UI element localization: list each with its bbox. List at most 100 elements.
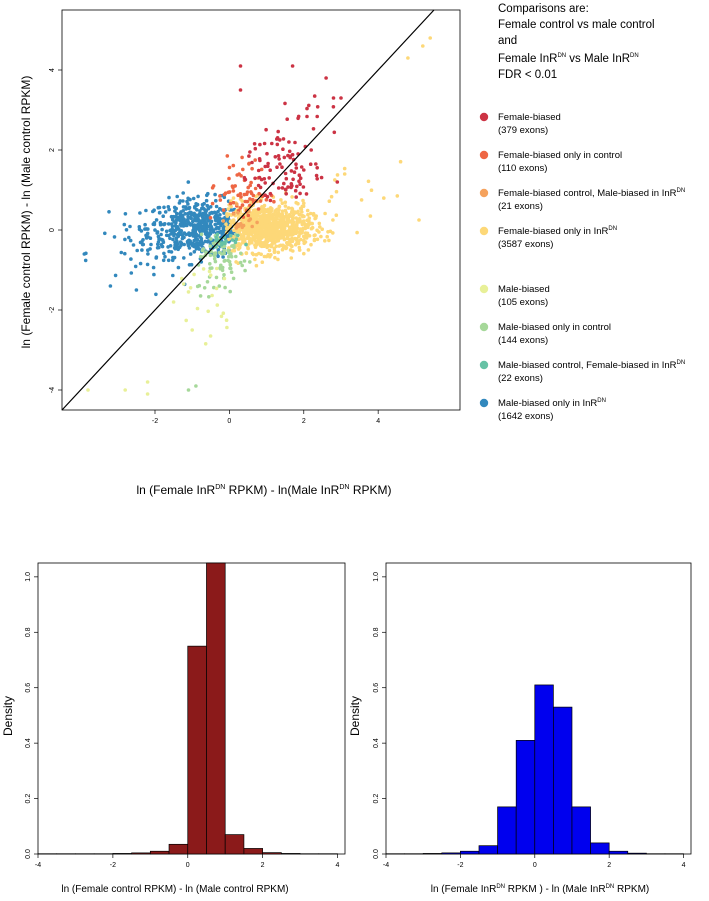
scatter-point	[260, 260, 265, 265]
scatter-point	[129, 271, 134, 275]
scatter-point	[241, 167, 245, 172]
scatter-x-tick-label: 4	[376, 418, 380, 425]
scatter-point	[327, 199, 332, 203]
scatter-point	[207, 269, 212, 274]
scatter-point	[369, 188, 374, 192]
scatter-point	[398, 159, 403, 164]
scatter-point	[200, 225, 204, 230]
scatter-point	[143, 222, 147, 227]
scatter-point	[216, 254, 220, 259]
scatter-point	[212, 256, 217, 261]
scatter-point	[242, 235, 246, 239]
scatter-point	[248, 150, 252, 154]
hist-y-tick-label: 0.4	[373, 738, 380, 748]
scatter-point	[246, 213, 251, 218]
scatter-point	[205, 280, 210, 284]
scatter-point	[153, 228, 157, 232]
scatter-x-label: ln (Female InRDN RPKM) - ln(Male InRDN R…	[137, 483, 392, 497]
scatter-point	[306, 248, 311, 252]
scatter-point	[306, 222, 310, 226]
scatter-point	[219, 263, 223, 268]
scatter-point	[214, 275, 219, 280]
scatter-point	[247, 154, 251, 158]
scatter-point	[222, 248, 226, 253]
scatter-point	[264, 127, 268, 132]
scatter-point	[188, 215, 193, 220]
scatter-x-tick-label: 2	[302, 418, 306, 425]
scatter-point	[206, 224, 210, 229]
scatter-point	[289, 256, 294, 260]
scatter-point	[172, 205, 177, 210]
scatter-point	[290, 206, 294, 211]
legend-count: (110 exons)	[498, 163, 547, 174]
hist-y-tick-label: 0.8	[25, 627, 32, 637]
scatter-point	[160, 227, 164, 232]
scatter-point	[335, 180, 340, 184]
scatter-point	[274, 244, 279, 249]
scatter-point	[292, 170, 297, 174]
scatter-point	[140, 242, 145, 247]
scatter-point	[169, 232, 173, 236]
scatter-point	[291, 216, 295, 220]
hist-bar	[571, 806, 591, 855]
legend-item: Male-biased (105 exons)	[479, 284, 550, 308]
histogram-inr-panel: Density ln (Female InRDN RPKM ) - ln (Ma…	[348, 562, 692, 895]
scatter-point	[159, 232, 163, 237]
scatter-point	[200, 221, 204, 225]
scatter-point	[181, 191, 185, 195]
scatter-point	[331, 218, 335, 222]
scatter-point	[287, 230, 292, 234]
scatter-point	[143, 227, 147, 231]
scatter-point	[185, 217, 190, 222]
scatter-point	[145, 231, 150, 236]
hist-bar	[422, 853, 443, 855]
scatter-point	[301, 214, 305, 219]
scatter-point	[152, 208, 156, 212]
scatter-point	[263, 164, 268, 169]
scatter-point	[331, 96, 336, 100]
scatter-point	[290, 195, 294, 199]
hist-inr-x-label-a: ln (Female InR	[431, 884, 497, 895]
scatter-point	[294, 162, 298, 166]
scatter-point	[246, 230, 250, 235]
scatter-point	[140, 248, 144, 252]
scatter-point	[204, 250, 208, 254]
scatter-point	[301, 219, 306, 223]
scatter-point	[251, 193, 256, 198]
scatter-point	[198, 294, 203, 298]
scatter-point	[174, 236, 179, 241]
scatter-point	[262, 177, 267, 181]
scatter-point	[145, 380, 150, 384]
scatter-point	[257, 251, 261, 256]
scatter-y-tick-label: -4	[49, 387, 56, 393]
scatter-point	[213, 192, 217, 197]
scatter-point	[195, 241, 199, 245]
hist-bar	[441, 852, 461, 855]
scatter-point	[231, 218, 236, 222]
scatter-y-label: ln (Female control RPKM) - ln (Male cont…	[19, 76, 33, 349]
scatter-point	[285, 217, 289, 222]
scatter-point	[192, 250, 197, 254]
scatter-point	[123, 212, 128, 216]
histogram-control-panel: Density ln (Female control RPKM) - ln (M…	[1, 562, 346, 895]
scatter-point	[166, 258, 171, 263]
scatter-point	[266, 233, 271, 237]
comparison-line-4-sup1: DN	[557, 53, 566, 59]
scatter-point	[256, 238, 261, 242]
scatter-point	[181, 213, 185, 218]
scatter-point	[250, 251, 255, 256]
scatter-point	[244, 251, 249, 255]
hist-bar	[168, 843, 189, 855]
scatter-point	[220, 232, 224, 237]
scatter-point	[131, 243, 136, 247]
scatter-point	[253, 176, 257, 181]
scatter-point	[188, 223, 193, 227]
scatter-point	[221, 208, 226, 212]
legend-label: Male-biased	[498, 284, 550, 295]
scatter-point	[293, 188, 298, 193]
scatter-point	[222, 195, 227, 200]
scatter-point	[307, 234, 312, 238]
hist-inr-x-label-sup2: DN	[606, 884, 615, 890]
scatter-point	[309, 242, 313, 247]
scatter-point	[171, 256, 176, 260]
